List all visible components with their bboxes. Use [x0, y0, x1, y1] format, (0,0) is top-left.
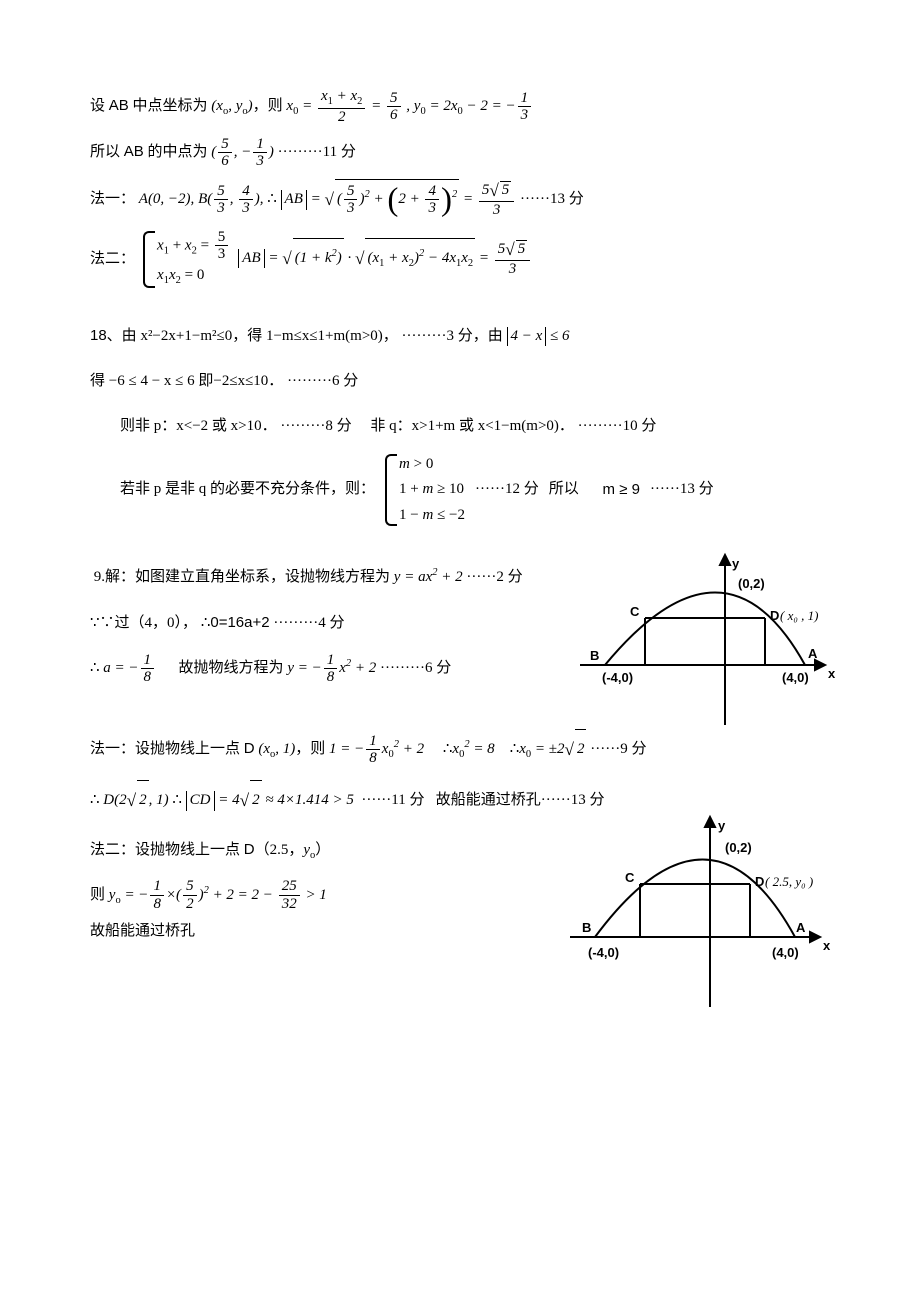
svg-text:(4,0): (4,0)	[772, 945, 799, 960]
svg-text:B: B	[582, 920, 591, 935]
svg-text:( 2.5, y₀ ): ( 2.5, y₀ )	[765, 874, 813, 889]
svg-text:C: C	[625, 870, 635, 885]
svg-text:A: A	[796, 920, 806, 935]
svg-text:y: y	[732, 556, 740, 571]
svg-text:D: D	[755, 874, 764, 889]
line-method1: 法一： A(0, −2), B(53, 43), ∴ AB = √(53)2 +…	[90, 178, 830, 223]
line-ab-midpoint-result: 所以 AB 的中点为 (56, −13) ·········11 分	[90, 132, 830, 172]
svg-text:B: B	[590, 648, 599, 663]
svg-text:(-4,0): (-4,0)	[588, 945, 619, 960]
line-ab-midpoint: 设 AB 中点坐标为 (xo, yo)，则 x0 = x1 + x22 = 56…	[90, 86, 830, 126]
p18-line1: 18、由 x²−2x+1−m²≤0，得 1−m≤x≤1+m(m>0)， ····…	[90, 316, 830, 356]
svg-text:x: x	[823, 938, 831, 953]
svg-text:y: y	[718, 818, 726, 833]
svg-text:D: D	[770, 608, 779, 623]
svg-text:C: C	[630, 604, 640, 619]
svg-text:(-4,0): (-4,0)	[602, 670, 633, 685]
svg-text:(4,0): (4,0)	[782, 670, 809, 685]
svg-text:A: A	[808, 646, 818, 661]
p18-line3: 则非 p：x<−2 或 x>10． ·········8 分 非 q：x>1+m…	[90, 407, 830, 446]
svg-text:x: x	[828, 666, 836, 681]
line-method2: 法二： x1 + x2 = 53 x1x2 = 0 AB = √(1 + k2)…	[90, 229, 830, 290]
p18-line2: 得 −6 ≤ 4 − x ≤ 6 即−2≤x≤10． ·········6 分	[90, 362, 830, 401]
svg-text:(0,2): (0,2)	[725, 840, 752, 855]
svg-text:( x₀ , 1): ( x₀ , 1)	[780, 608, 818, 623]
svg-text:(0,2): (0,2)	[738, 576, 765, 591]
figure-parabola-1: y (0,2) C D ( x₀ , 1) B A (-4,0) (4,0) x	[550, 550, 840, 746]
figure-parabola-2: y (0,2) C D ( 2.5, y₀ ) B A (-4,0) (4,0)…	[540, 812, 840, 1028]
p18-line4: 若非 p 是非 q 的必要不充分条件，则： m > 0 1 + m ≥ 10 1…	[90, 452, 830, 529]
